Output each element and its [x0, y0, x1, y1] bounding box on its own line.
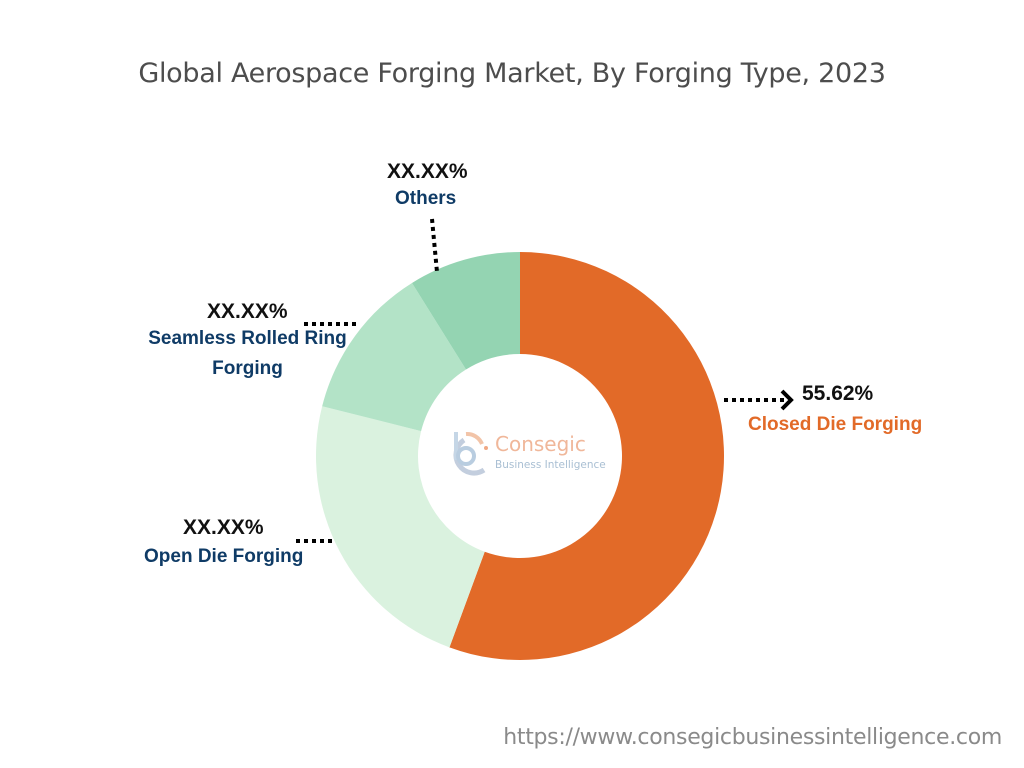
logo-subtitle: Business Intelligence — [495, 459, 606, 471]
seamless-label-line1: Seamless Rolled Ring — [148, 328, 347, 349]
chart-title: Global Aerospace Forging Market, By Forg… — [138, 58, 886, 89]
consegic-logo: Consegic Business Intelligence — [444, 426, 614, 486]
cb-logo-icon — [453, 431, 488, 476]
open-die-label: Open Die Forging — [144, 546, 304, 567]
slice-others — [411, 252, 520, 370]
arrow-head-icon — [780, 389, 794, 411]
open-die-pct: XX.XX% — [183, 516, 264, 539]
logo-name: Consegic — [495, 432, 586, 456]
slice-closed-die-forging — [449, 252, 724, 660]
others-pct: XX.XX% — [387, 160, 468, 183]
closed-die-pct: 55.62% — [802, 382, 874, 405]
leader-line-others — [430, 218, 439, 273]
others-label: Others — [395, 188, 457, 209]
source-url: https://www.consegicbusinessintelligence… — [503, 725, 1002, 750]
closed-die-label: Closed Die Forging — [748, 414, 923, 435]
seamless-pct: XX.XX% — [207, 300, 288, 323]
slice-open-die-forging — [315, 406, 485, 648]
seamless-label-line2: Forging — [212, 358, 283, 379]
leader-lines — [296, 218, 794, 543]
slice-seamless-rolled-ring-forging — [322, 282, 466, 432]
donut-slices — [315, 252, 724, 660]
seamless-label: Seamless Rolled Ring Forging — [140, 324, 355, 384]
